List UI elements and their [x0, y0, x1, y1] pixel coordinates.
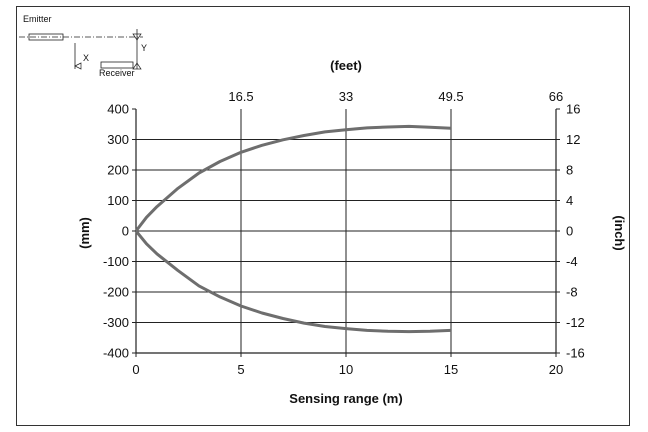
y-tick-label: -100	[103, 254, 129, 269]
x-tick-label: 10	[339, 362, 353, 377]
top-axis-title: (feet)	[330, 58, 362, 73]
y-tick-label: 100	[107, 193, 129, 208]
gridlines	[136, 109, 556, 353]
x2-tick-label: 16.5	[228, 89, 253, 104]
y-tick-label: 0	[122, 224, 129, 239]
y-tick-label: 300	[107, 132, 129, 147]
tick-labels: 4003002001000-100-200-300-4001612840-4-8…	[103, 89, 585, 377]
y2-tick-label: -8	[566, 285, 578, 300]
arrow-down-icon	[132, 33, 142, 41]
y-tick-label: 200	[107, 163, 129, 178]
lower-boundary-line	[134, 230, 452, 334]
y-tick-label: 400	[107, 102, 129, 117]
x-tick-label: 5	[237, 362, 244, 377]
y2-tick-label: -16	[566, 346, 585, 361]
y2-tick-label: 4	[566, 193, 573, 208]
x-axis-title: Sensing range (m)	[289, 391, 402, 406]
sensing-range-chart: Emitter Y X Receiver (feet) Sensing rang…	[19, 14, 627, 406]
upper-boundary-line	[134, 124, 452, 232]
x2-tick-label: 66	[549, 89, 563, 104]
arrow-left-icon	[74, 62, 82, 70]
arrow-up-icon	[132, 62, 142, 70]
receiver-icon	[100, 61, 134, 69]
y-tick-label: -300	[103, 315, 129, 330]
y-tick-label: -200	[103, 285, 129, 300]
receiver-label: Receiver	[99, 68, 135, 78]
x-tick-label: 15	[444, 362, 458, 377]
x-dimension-label: X	[83, 53, 89, 63]
y-axis-title: (mm)	[77, 217, 92, 249]
y-tick-label: -400	[103, 346, 129, 361]
emitter-receiver-diagram: Emitter Y X Receiver	[19, 14, 147, 78]
y2-tick-label: -12	[566, 315, 585, 330]
emitter-label: Emitter	[23, 14, 52, 24]
y2-tick-label: 0	[566, 224, 573, 239]
y2-tick-label: 8	[566, 163, 573, 178]
y2-axis-title: (inch)	[612, 215, 627, 250]
x2-tick-label: 49.5	[438, 89, 463, 104]
x2-tick-label: 33	[339, 89, 353, 104]
y-dimension-label: Y	[141, 43, 147, 53]
x-tick-label: 20	[549, 362, 563, 377]
series-lines	[134, 124, 452, 334]
x-tick-label: 0	[132, 362, 139, 377]
y2-tick-label: 12	[566, 132, 580, 147]
chart-frame: Emitter Y X Receiver (feet) Sensing rang…	[16, 6, 630, 426]
y2-tick-label: -4	[566, 254, 578, 269]
y2-tick-label: 16	[566, 102, 580, 117]
